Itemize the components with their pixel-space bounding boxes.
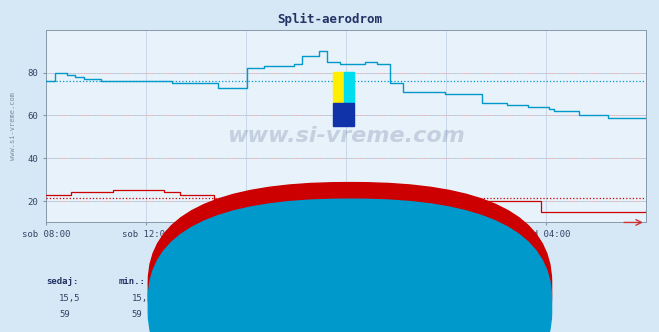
Text: min.:: min.: — [119, 277, 146, 286]
Text: maks.:: maks.: — [264, 277, 296, 286]
Text: 24,8: 24,8 — [277, 294, 299, 303]
Text: sedaj:: sedaj: — [46, 277, 78, 286]
Text: www.si-vreme.com: www.si-vreme.com — [227, 126, 465, 146]
Text: Split-aerodrom: Split-aerodrom — [277, 13, 382, 26]
Bar — [343, 72, 355, 103]
Text: vlaga[%]: vlaga[%] — [359, 310, 402, 319]
Text: 21,2: 21,2 — [204, 294, 226, 303]
Text: 59: 59 — [59, 310, 70, 319]
Text: Meritve: povprečne  Enote: metrične  Črta: povprečje: Meritve: povprečne Enote: metrične Črta:… — [190, 261, 469, 271]
Text: www.si-vreme.com: www.si-vreme.com — [10, 92, 16, 160]
Bar — [333, 72, 343, 103]
Text: 59: 59 — [132, 310, 142, 319]
Text: Hrvaška / vremenski podatki - avtomatske postaje.: Hrvaška / vremenski podatki - avtomatske… — [198, 234, 461, 244]
Text: povpr.:: povpr.: — [191, 277, 229, 286]
Text: 15,1: 15,1 — [132, 294, 154, 303]
Bar — [333, 103, 355, 126]
Text: 76: 76 — [204, 310, 215, 319]
Text: 90: 90 — [277, 310, 287, 319]
Text: temperatura[C]: temperatura[C] — [359, 294, 434, 303]
Text: 15,5: 15,5 — [59, 294, 81, 303]
Text: Split-aerodrom: Split-aerodrom — [349, 277, 432, 287]
Text: zadnji dan / 5 minut.: zadnji dan / 5 minut. — [273, 247, 386, 256]
